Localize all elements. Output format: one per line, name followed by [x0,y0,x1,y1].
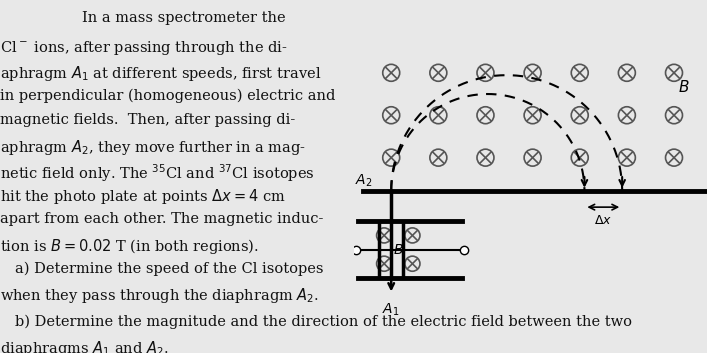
Text: magnetic fields.  Then, after passing di-: magnetic fields. Then, after passing di- [0,113,296,127]
Text: b) Determine the magnitude and the direction of the electric field between the t: b) Determine the magnitude and the direc… [15,314,632,329]
Text: $A_1$: $A_1$ [382,301,400,318]
Text: aphragm $A_1$ at different speeds, first travel: aphragm $A_1$ at different speeds, first… [0,64,321,83]
Text: netic field only. The $^{35}$Cl and $^{37}$Cl isotopes: netic field only. The $^{35}$Cl and $^{3… [0,162,315,184]
Text: aphragm $A_2$, they move further in a mag-: aphragm $A_2$, they move further in a ma… [0,138,306,157]
Text: $B$: $B$ [393,243,404,257]
Text: tion is $B = 0.02$ T (in both regions).: tion is $B = 0.02$ T (in both regions). [0,237,259,256]
Text: $A_2$: $A_2$ [355,173,373,190]
Text: in perpendicular (homogeneous) electric and: in perpendicular (homogeneous) electric … [0,88,335,103]
Text: In a mass spectrometer the: In a mass spectrometer the [82,11,286,25]
Text: Cl$^-$ ions, after passing through the di-: Cl$^-$ ions, after passing through the d… [0,39,288,57]
Text: diaphragms $A_1$ and $A_2$.: diaphragms $A_1$ and $A_2$. [0,339,168,353]
Text: hit the photo plate at points $\Delta x = 4$ cm: hit the photo plate at points $\Delta x … [0,187,286,206]
Text: apart from each other. The magnetic induc-: apart from each other. The magnetic indu… [0,212,323,226]
Text: $\Delta x$: $\Delta x$ [595,214,612,227]
Text: $B$: $B$ [678,79,689,95]
Text: when they pass through the diaphragm $A_2$.: when they pass through the diaphragm $A_… [0,286,319,305]
Text: a) Determine the speed of the Cl isotopes: a) Determine the speed of the Cl isotope… [15,261,323,276]
